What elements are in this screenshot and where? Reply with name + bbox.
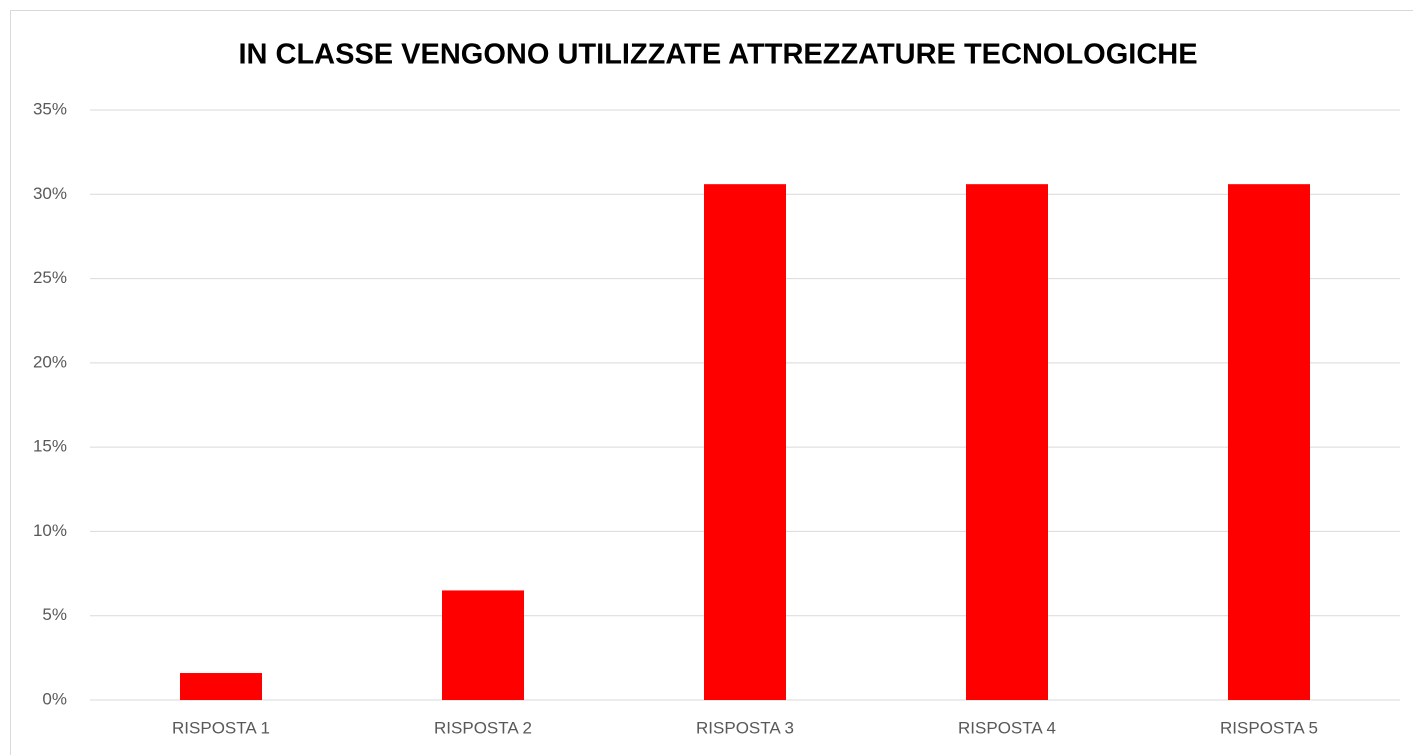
y-tick-label: 25% (33, 268, 67, 287)
y-tick-label: 20% (33, 352, 67, 371)
bar (704, 184, 786, 700)
chart-title: IN CLASSE VENGONO UTILIZZATE ATTREZZATUR… (238, 39, 1197, 71)
bar (442, 590, 524, 700)
y-tick-label: 30% (33, 184, 67, 203)
bar (180, 673, 262, 700)
x-tick-label: RISPOSTA 2 (434, 718, 532, 737)
bar (1228, 184, 1310, 700)
y-tick-label: 15% (33, 437, 67, 456)
y-tick-label: 10% (33, 521, 67, 540)
x-tick-label: RISPOSTA 3 (696, 718, 794, 737)
y-tick-label: 0% (42, 689, 67, 708)
y-tick-label: 35% (33, 99, 67, 118)
x-tick-label: RISPOSTA 1 (172, 718, 270, 737)
x-tick-label: RISPOSTA 4 (958, 718, 1056, 737)
x-tick-label: RISPOSTA 5 (1220, 718, 1318, 737)
bar (966, 184, 1048, 700)
y-tick-label: 5% (42, 605, 67, 624)
